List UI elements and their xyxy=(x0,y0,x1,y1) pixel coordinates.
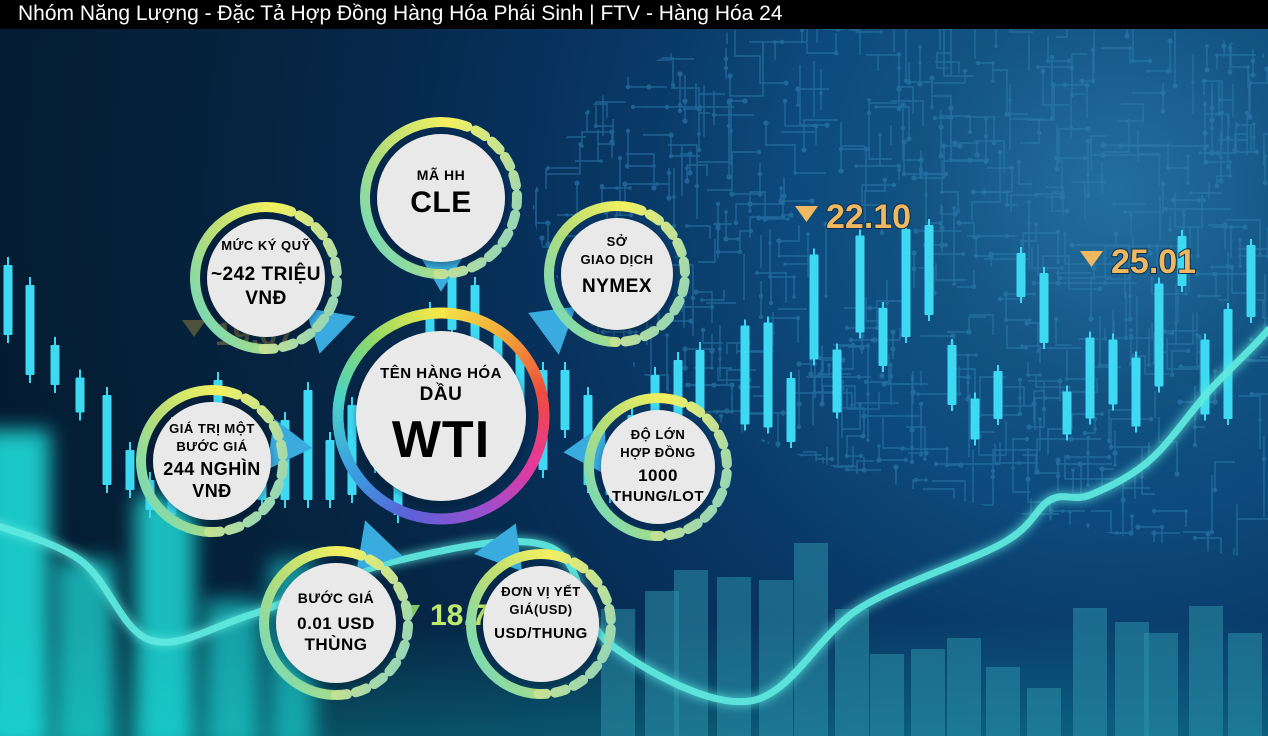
svg-text:~242 TRIỆU: ~242 TRIỆU xyxy=(211,263,321,285)
svg-text:CLE: CLE xyxy=(410,186,472,219)
svg-text:GIÁ(USD): GIÁ(USD) xyxy=(509,602,572,617)
svg-text:VNĐ: VNĐ xyxy=(192,481,232,501)
svg-text:ĐƠN VỊ YẾT: ĐƠN VỊ YẾT xyxy=(501,584,580,599)
svg-text:NYMEX: NYMEX xyxy=(582,276,652,297)
svg-text:THUNG/LOT: THUNG/LOT xyxy=(612,488,704,505)
svg-text:DẦU: DẦU xyxy=(420,383,463,405)
svg-text:TÊN HÀNG HÓA: TÊN HÀNG HÓA xyxy=(380,364,502,382)
svg-text:22.10: 22.10 xyxy=(826,198,911,236)
svg-text:0.01 USD: 0.01 USD xyxy=(297,614,375,633)
svg-text:ĐỘ LỚN: ĐỘ LỚN xyxy=(631,427,686,442)
svg-text:GIAO DỊCH: GIAO DỊCH xyxy=(580,252,653,267)
svg-text:244 NGHÌN: 244 NGHÌN xyxy=(163,458,261,479)
svg-text:1000: 1000 xyxy=(638,466,678,485)
svg-text:SỞ: SỞ xyxy=(607,234,628,249)
svg-text:MÃ HH: MÃ HH xyxy=(417,166,465,183)
svg-text:GIÁ TRỊ MỘT: GIÁ TRỊ MỘT xyxy=(169,421,255,436)
svg-text:BƯỚC GIÁ: BƯỚC GIÁ xyxy=(176,439,247,454)
svg-text:WTI: WTI xyxy=(392,411,490,469)
svg-text:USD/THUNG: USD/THUNG xyxy=(494,625,588,642)
svg-text:MỨC KÝ QUỸ: MỨC KÝ QUỸ xyxy=(221,238,310,253)
svg-text:VNĐ: VNĐ xyxy=(245,288,287,309)
svg-text:HỢP ĐỒNG: HỢP ĐỒNG xyxy=(620,445,696,460)
svg-text:25.01: 25.01 xyxy=(1111,243,1196,281)
svg-text:BƯỚC GIÁ: BƯỚC GIÁ xyxy=(298,589,375,606)
svg-text:THÙNG: THÙNG xyxy=(305,635,368,654)
